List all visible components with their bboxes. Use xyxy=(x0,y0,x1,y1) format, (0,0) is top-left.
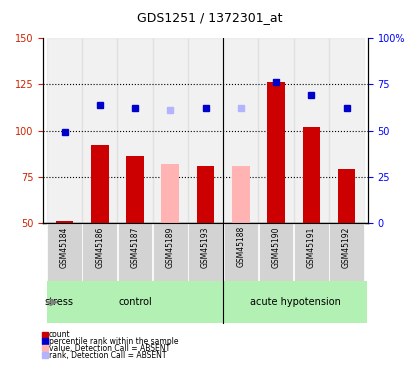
FancyBboxPatch shape xyxy=(188,223,223,281)
Bar xyxy=(294,38,329,223)
FancyBboxPatch shape xyxy=(223,223,258,281)
Bar xyxy=(82,38,118,223)
Text: GSM45188: GSM45188 xyxy=(236,226,245,267)
FancyBboxPatch shape xyxy=(47,223,82,281)
FancyBboxPatch shape xyxy=(294,223,328,281)
Text: GDS1251 / 1372301_at: GDS1251 / 1372301_at xyxy=(137,11,283,24)
Text: count: count xyxy=(49,330,70,339)
Text: GSM45186: GSM45186 xyxy=(95,226,104,267)
Text: acute hypotension: acute hypotension xyxy=(250,297,341,307)
Text: GSM45189: GSM45189 xyxy=(166,226,175,267)
FancyBboxPatch shape xyxy=(47,281,223,323)
Text: percentile rank within the sample: percentile rank within the sample xyxy=(49,337,178,346)
Text: stress: stress xyxy=(44,297,73,307)
Bar xyxy=(267,82,285,223)
FancyBboxPatch shape xyxy=(82,223,117,281)
Bar xyxy=(91,146,109,223)
Bar xyxy=(47,38,82,223)
Bar xyxy=(232,166,249,223)
Text: GSM45184: GSM45184 xyxy=(60,226,69,267)
Bar xyxy=(197,166,214,223)
Bar xyxy=(152,38,188,223)
Bar xyxy=(56,221,74,223)
Text: GSM45192: GSM45192 xyxy=(342,226,351,267)
FancyBboxPatch shape xyxy=(223,281,368,323)
Text: value, Detection Call = ABSENT: value, Detection Call = ABSENT xyxy=(49,344,170,353)
Bar xyxy=(302,127,320,223)
Text: control: control xyxy=(118,297,152,307)
Bar xyxy=(258,38,294,223)
Text: GSM45187: GSM45187 xyxy=(131,226,139,267)
Bar xyxy=(118,38,152,223)
FancyBboxPatch shape xyxy=(118,223,152,281)
Bar xyxy=(126,156,144,223)
Text: GSM45193: GSM45193 xyxy=(201,226,210,268)
Bar xyxy=(223,38,258,223)
Bar xyxy=(161,164,179,223)
FancyBboxPatch shape xyxy=(329,223,364,281)
Text: GSM45191: GSM45191 xyxy=(307,226,316,267)
Text: rank, Detection Call = ABSENT: rank, Detection Call = ABSENT xyxy=(49,351,166,360)
Text: GSM45190: GSM45190 xyxy=(272,226,281,268)
Bar xyxy=(338,170,355,223)
Bar xyxy=(329,38,364,223)
FancyBboxPatch shape xyxy=(259,223,294,281)
FancyBboxPatch shape xyxy=(153,223,188,281)
Bar xyxy=(188,38,223,223)
